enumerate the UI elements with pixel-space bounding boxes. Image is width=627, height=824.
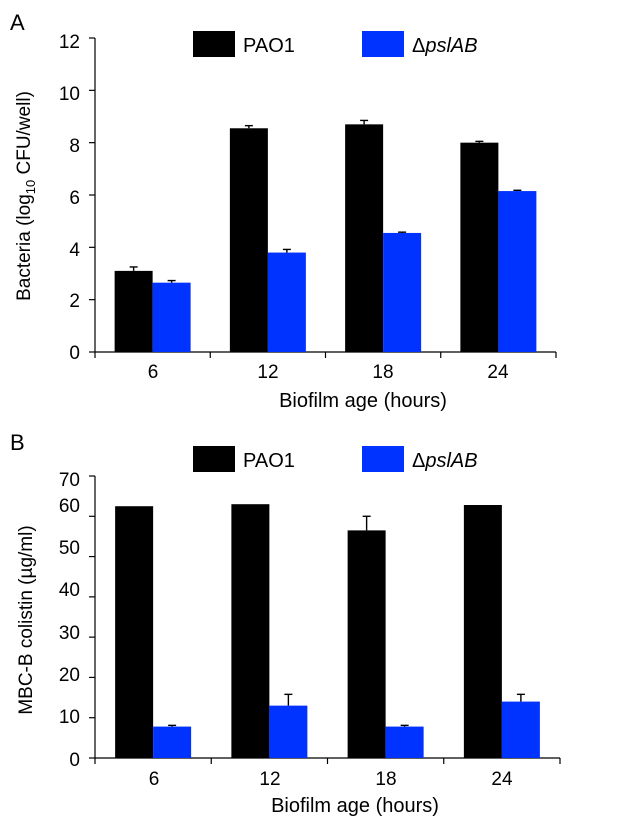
panel-b-y-tick-label: 20 [59,665,80,686]
panel-b-bar-pslab [501,701,540,758]
panel-b-legend: PAO1 ΔpslAB [193,446,478,472]
panel-a-legend-label-pao1: PAO1 [243,35,295,57]
panel-b-y-tick-label: 40 [59,580,80,601]
panel-b-x-tick-label: 24 [491,769,513,790]
panel-b-label: B [10,430,25,455]
panel-a-y-tick-label: 10 [59,84,80,105]
panel-b-bar-pslab [269,705,308,758]
panel-a-legend-swatch-pslab [362,31,404,57]
panel-b-x-axis-title: Biofilm age (hours) [271,795,439,817]
panel-a-x-tick-labels: 6 12 18 24 [148,362,509,383]
panel-a-legend-label-pslab: ΔpslAB [412,35,478,57]
panel-a-y-tick-label: 2 [69,291,80,312]
panel-b-y-tick-label: 50 [59,538,80,559]
panel-a-label: A [10,10,25,35]
panel-b-legend-swatch-pao1 [193,446,235,472]
panel-a-bar-pslab [152,282,191,352]
panel-a-bar-pao1 [114,270,153,352]
panel-a-bar-pao1 [460,142,499,352]
panel-a-bar-pslab [383,232,422,352]
panel-a-y-tick-label: 4 [69,240,80,261]
panel-a-y-tick-labels: 0 2 4 6 8 10 12 [59,32,81,364]
panel-b-y-axis-title: MBC-B colistin (µg/ml) [16,525,37,714]
panel-a-x-tick-label: 18 [372,362,393,383]
panel-a-plot [89,37,557,358]
panel-b-y-tick-label: 10 [59,707,80,728]
panel-a-bar-pslab [267,252,306,352]
panel-b-bar-pao1 [463,505,502,758]
panel-a-x-tick-label: 12 [257,362,278,383]
panel-b-bar-pao1 [231,504,270,758]
panel-b-x-tick-label: 6 [149,769,160,790]
panel-b-x-tick-label: 12 [259,769,280,790]
panel-b-y-tick-label: 70 [59,470,80,491]
panel-b-bar-pslab [153,726,192,758]
panel-a-x-axis-title: Biofilm age (hours) [279,390,447,412]
panel-a: A PAO1 ΔpslAB Bacteria (log10 CFU/well) … [10,10,557,412]
panel-b-legend-label-pslab: ΔpslAB [412,450,478,472]
panel-b-bar-pao1 [115,506,154,758]
panel-b-y-tick-label: 0 [69,750,80,771]
panel-b-bar-pslab [385,726,424,758]
panel-b-legend-label-pao1: PAO1 [243,450,295,472]
panel-b-x-tick-labels: 6 12 18 24 [149,769,513,790]
panel-a-legend: PAO1 ΔpslAB [193,31,478,57]
panel-a-bar-pao1 [229,128,268,352]
panel-a-y-tick-label: 12 [59,32,80,53]
panel-a-y-tick-label: 8 [69,136,80,157]
panel-a-y-tick-label: 0 [69,343,80,364]
panel-b-x-tick-label: 18 [375,769,396,790]
panel-a-legend-label-pslab-prefix: Δ [412,35,425,57]
panel-b-legend-swatch-pslab [362,446,404,472]
panel-b-legend-label-pslab-italic: pslAB [424,450,477,472]
panel-a-bar-pao1 [345,124,384,352]
panel-a-y-axis-title: Bacteria (log10 CFU/well) [14,91,38,301]
panel-b-bar-pao1 [347,530,386,758]
panel-a-y-axis-title-part1: Bacteria (log [14,194,35,301]
panel-a-y-axis-title-part2: CFU/well) [14,91,35,180]
panel-a-y-axis-title-subscript: 10 [23,180,38,194]
panel-b-legend-label-pslab-prefix: Δ [412,450,425,472]
panel-b: B PAO1 ΔpslAB MBC-B colistin (µg/ml) 0 1… [10,430,561,817]
panel-a-legend-label-pslab-italic: pslAB [424,35,477,57]
panel-b-y-tick-label: 30 [59,623,80,644]
panel-a-legend-swatch-pao1 [193,31,235,57]
panel-a-bar-pslab [498,191,537,352]
panel-a-x-tick-label: 6 [148,362,159,383]
panel-b-plot [89,475,561,764]
panel-b-y-tick-labels: 0 10 20 30 40 50 60 70 [59,470,80,771]
panel-a-x-tick-label: 24 [487,362,509,383]
panel-a-y-tick-label: 6 [69,188,80,209]
panel-b-y-tick-label: 60 [59,496,80,517]
